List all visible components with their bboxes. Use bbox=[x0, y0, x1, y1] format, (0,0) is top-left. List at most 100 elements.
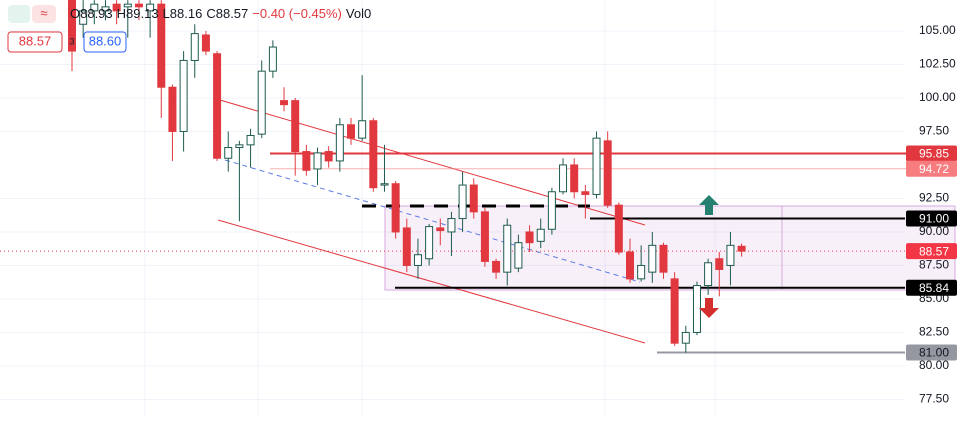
y-tick-label: 80.00 bbox=[919, 358, 949, 372]
candle-body bbox=[146, 3, 155, 12]
candle-body bbox=[547, 191, 556, 230]
candle-body bbox=[447, 218, 456, 233]
price-label-bg bbox=[906, 344, 957, 361]
y-tick-label: 105.00 bbox=[919, 23, 956, 37]
legend-item: O88.93 bbox=[70, 6, 113, 21]
candle-body bbox=[659, 244, 668, 273]
candle-body bbox=[235, 144, 244, 149]
candle-body bbox=[603, 140, 612, 206]
candle-body bbox=[358, 120, 367, 139]
y-tick-label: 97.50 bbox=[919, 124, 949, 138]
candle-body bbox=[637, 264, 646, 280]
candle-body bbox=[525, 231, 534, 244]
y-tick-label: 100.00 bbox=[919, 90, 956, 104]
candle-body bbox=[324, 151, 333, 162]
candle-body bbox=[168, 86, 177, 132]
y-tick-label: 102.50 bbox=[919, 57, 956, 71]
candle-body bbox=[458, 184, 467, 220]
candle-body bbox=[737, 245, 746, 252]
price-label: 91.00 bbox=[919, 212, 949, 226]
candle-body bbox=[514, 242, 523, 269]
candle-body bbox=[190, 33, 199, 61]
candle-body bbox=[347, 124, 355, 139]
price-label-bg bbox=[906, 160, 957, 177]
candle-body bbox=[503, 224, 512, 273]
candle-body bbox=[626, 251, 634, 280]
candle-body bbox=[536, 228, 545, 242]
candle-body bbox=[581, 191, 590, 195]
price-label-bg bbox=[906, 210, 957, 227]
candle-body bbox=[224, 147, 233, 159]
candle-body bbox=[614, 204, 623, 253]
candle-body bbox=[313, 152, 322, 170]
candle-body bbox=[413, 254, 422, 266]
y-tick-label: 92.50 bbox=[919, 191, 949, 205]
y-tick-label: 82.50 bbox=[919, 325, 949, 339]
range-box bbox=[384, 205, 956, 291]
legend-item: L88.16 bbox=[163, 6, 203, 21]
candle-body bbox=[280, 100, 289, 106]
price-label-bg bbox=[906, 145, 957, 162]
candle-body bbox=[402, 227, 411, 266]
legend-item: −0.40 (−0.45%) bbox=[252, 6, 342, 21]
candle-body bbox=[380, 183, 389, 186]
candle-body bbox=[559, 164, 568, 193]
sell-box[interactable] bbox=[7, 31, 63, 53]
candle-body bbox=[425, 226, 434, 260]
price-label: 85.84 bbox=[919, 281, 949, 295]
arrow-up bbox=[699, 195, 719, 215]
arrow-down bbox=[699, 298, 719, 318]
vertical-grid bbox=[144, 0, 716, 417]
candle-body bbox=[469, 184, 478, 213]
channel-upper bbox=[219, 99, 646, 226]
legend-item: Vol0 bbox=[346, 6, 371, 21]
ohlc-legend: O88.93 H89.13 L88.16 C88.57 −0.40 (−0.45%) Vo… bbox=[70, 6, 371, 21]
candle-body bbox=[112, 3, 121, 12]
candle-body bbox=[592, 137, 601, 195]
candle-body bbox=[681, 331, 690, 344]
candle-body bbox=[670, 278, 679, 344]
candle-body bbox=[90, 3, 99, 12]
candle-body bbox=[68, 0, 76, 52]
header: ≈ O88.93 H89.13 L88.16 C88.57 −0.40 (−0.45%)… bbox=[7, 5, 371, 53]
candle-body bbox=[79, 10, 88, 25]
y-tick-label: 87.50 bbox=[919, 258, 949, 272]
price-label-bg bbox=[906, 279, 957, 296]
icon: ≈ bbox=[40, 5, 47, 20]
candle-body bbox=[246, 134, 255, 146]
price-label: 94.72 bbox=[919, 162, 949, 176]
icon-button[interactable] bbox=[32, 5, 56, 23]
candle-body bbox=[715, 258, 724, 270]
candle-body bbox=[257, 70, 266, 135]
candle-body bbox=[492, 260, 501, 273]
candle-body bbox=[648, 244, 657, 273]
y-tick-label: 77.50 bbox=[919, 392, 949, 406]
buy-price: 88.60 bbox=[89, 33, 122, 48]
sell-price: 88.57 bbox=[19, 33, 52, 48]
quantity: 3 bbox=[69, 36, 74, 46]
candle-body bbox=[134, 3, 143, 8]
buy-box[interactable] bbox=[83, 31, 127, 53]
candle-body bbox=[201, 34, 210, 52]
price-label: 95.85 bbox=[919, 147, 949, 161]
legend-item: C88.57 bbox=[206, 6, 248, 21]
candle-body bbox=[157, 3, 166, 88]
price-label: 81.00 bbox=[919, 346, 949, 360]
candle-body bbox=[391, 183, 400, 233]
candle-body bbox=[179, 59, 188, 132]
candle-body bbox=[335, 124, 344, 162]
price-axis: 105.00 102.50 100.00 97.50 92.50 90.00 87.50 85… bbox=[919, 23, 956, 405]
candle-body bbox=[436, 227, 445, 232]
icon-button[interactable] bbox=[8, 5, 30, 23]
candle-body bbox=[268, 46, 277, 72]
candle-body bbox=[369, 120, 378, 189]
candles bbox=[68, 0, 746, 353]
candle-body bbox=[726, 244, 735, 266]
price-label-bg bbox=[906, 243, 957, 260]
candle-body bbox=[123, 3, 132, 8]
candle-body bbox=[692, 285, 701, 333]
candle-body bbox=[291, 100, 300, 153]
y-tick-label: 90.00 bbox=[919, 224, 949, 238]
